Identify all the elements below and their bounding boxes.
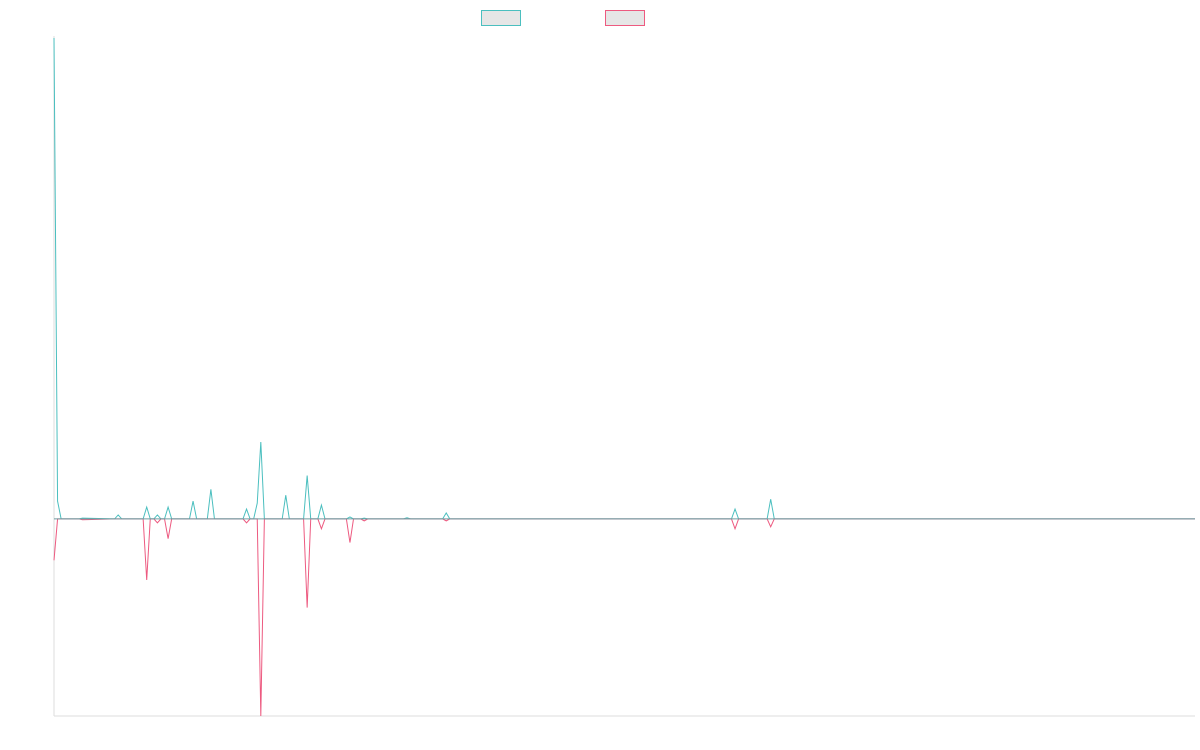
axes [53,36,1195,717]
legend-swatch-2[interactable] [605,10,645,26]
series-layer [53,37,1195,717]
legend [481,10,645,26]
legend-swatch-1[interactable] [481,10,521,26]
series-line-1 [53,37,1195,520]
series-line-2 [53,518,1195,717]
